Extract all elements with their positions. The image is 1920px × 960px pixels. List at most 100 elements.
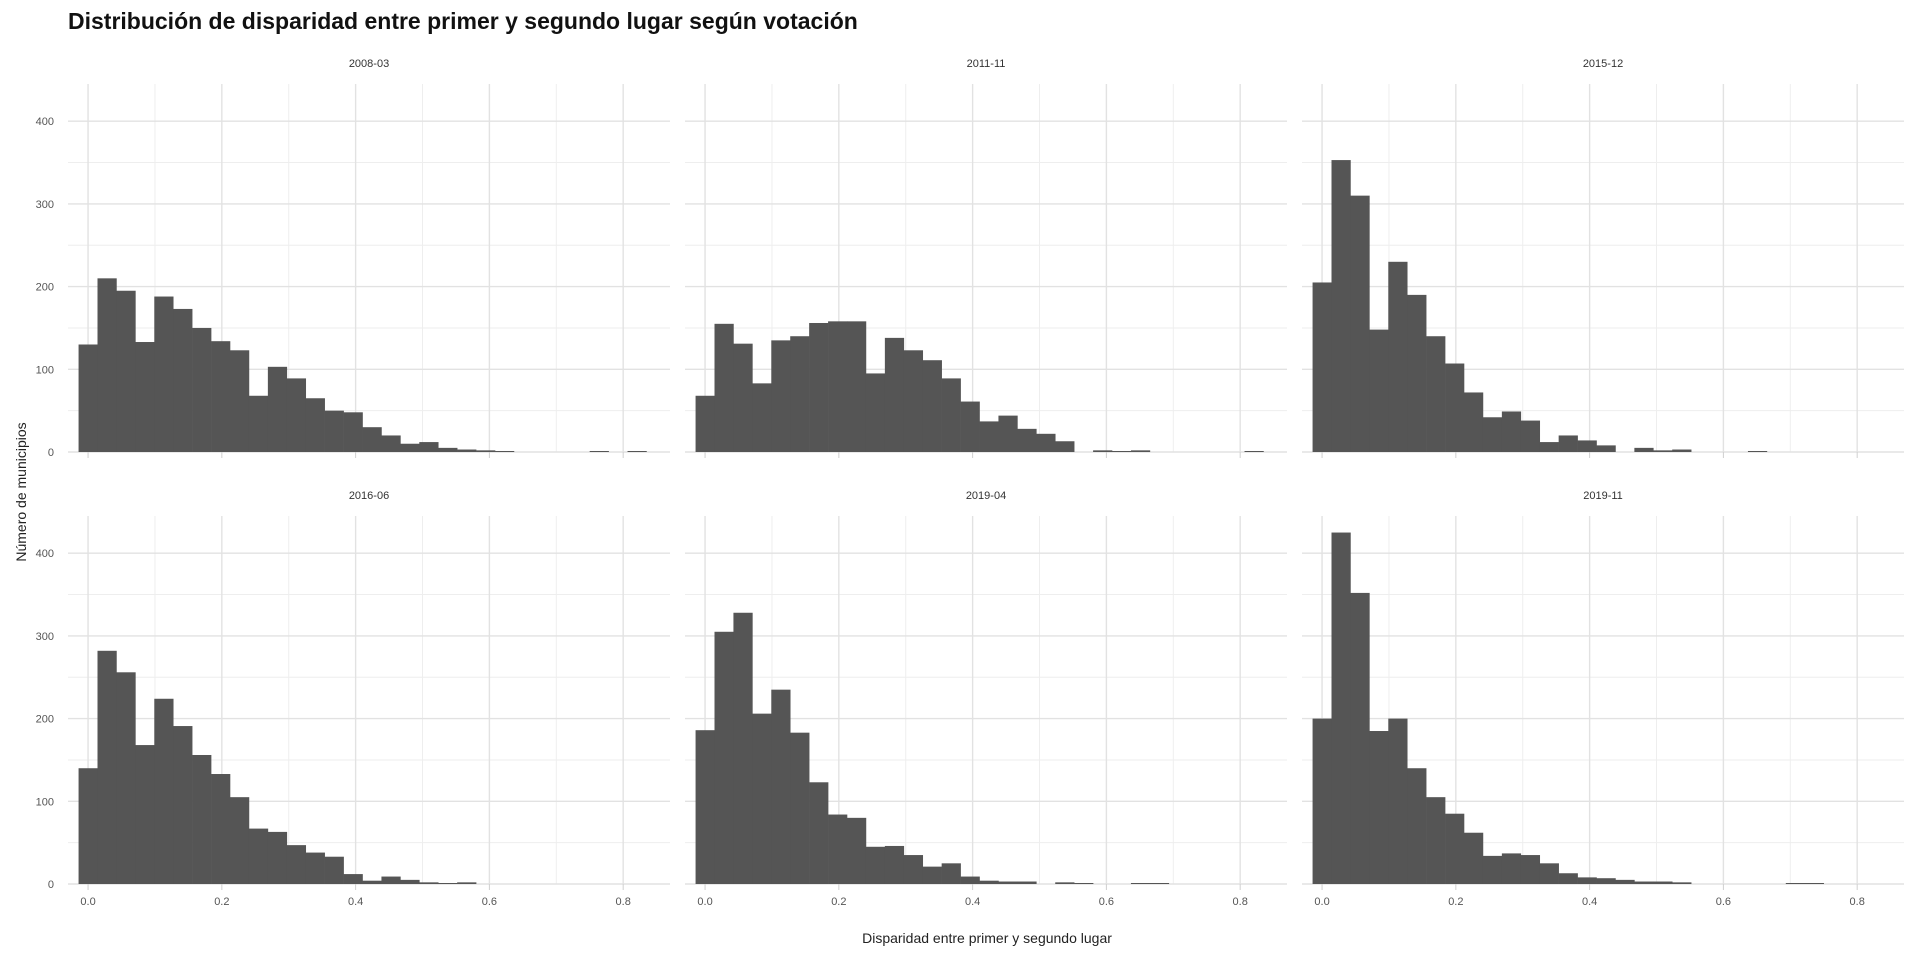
y-tick-label: 200 <box>36 714 54 726</box>
histogram-bar <box>960 876 980 884</box>
histogram-bar <box>173 726 193 884</box>
histogram-bar <box>733 612 753 884</box>
histogram-bar <box>1130 450 1151 452</box>
histogram-bar <box>1634 447 1654 452</box>
histogram-bar <box>1539 442 1559 452</box>
histogram-bar <box>419 442 439 452</box>
facet-label: 2011-11 <box>967 58 1006 70</box>
histogram-bar <box>381 435 401 452</box>
histogram-bar <box>922 360 942 452</box>
histogram-bar <box>695 395 715 452</box>
histogram-bar <box>267 831 288 884</box>
histogram-bar <box>922 866 942 884</box>
histogram-bar <box>752 713 772 884</box>
histogram-bar <box>809 322 829 452</box>
histogram-bar <box>324 410 344 452</box>
histogram-bar <box>1055 882 1075 884</box>
histogram-bar <box>97 278 117 452</box>
histogram-bar <box>1369 329 1389 452</box>
histogram-bar <box>1331 160 1351 452</box>
histogram-bar <box>1634 881 1654 884</box>
histogram-bar <box>154 296 174 452</box>
histogram-bar <box>1672 882 1692 884</box>
histogram-bar <box>362 427 382 452</box>
histogram-bar <box>847 321 867 452</box>
facet-label: 2016-06 <box>349 490 389 502</box>
histogram-bar <box>979 880 999 884</box>
facet-panel-2008-03: 2008-03 0 100 200 300 400 <box>36 58 670 459</box>
y-tick-label: 0 <box>48 879 54 891</box>
histogram-bar <box>135 745 155 884</box>
histogram-bar <box>305 852 325 884</box>
histogram-bar <box>771 340 791 452</box>
histogram-bar <box>1653 881 1673 884</box>
histogram-bar <box>343 874 363 884</box>
histogram-bar <box>116 290 136 452</box>
facet-label: 2019-11 <box>1583 490 1623 502</box>
histogram-bar <box>457 449 477 452</box>
histogram-bar <box>1539 863 1559 884</box>
histogram-bar <box>248 395 269 452</box>
x-tick-label: 0.8 <box>1233 896 1248 908</box>
histogram-bar <box>362 880 382 884</box>
histogram-bar <box>1407 294 1427 452</box>
histogram-bar <box>1369 731 1389 884</box>
histogram-bar <box>589 451 609 452</box>
histogram-bar <box>771 689 791 884</box>
x-tick-label: 0.0 <box>80 896 95 908</box>
facet-panel-2011-11: 2011-11 <box>685 58 1287 458</box>
histogram-bar <box>495 451 515 452</box>
histogram-bar <box>1055 441 1075 452</box>
histogram-bar <box>1672 449 1692 452</box>
histogram-bar <box>865 373 886 452</box>
histogram-bar <box>400 879 420 884</box>
histogram-bar <box>154 698 174 884</box>
facet-panel-2015-12: 2015-12 <box>1302 58 1904 458</box>
x-tick-label: 0.4 <box>965 896 980 908</box>
histogram-bar <box>627 451 647 452</box>
histogram-bar <box>714 631 734 884</box>
histogram-bar <box>400 443 420 452</box>
histogram-bar <box>1312 282 1332 452</box>
histogram-bar <box>884 337 905 452</box>
histogram-bar <box>1017 428 1037 452</box>
histogram-bar <box>286 845 307 884</box>
facet-label: 2015-12 <box>1583 58 1623 70</box>
histogram-bar <box>1501 853 1522 884</box>
histogram-bar <box>1074 883 1094 884</box>
histogram-bar <box>1350 592 1370 884</box>
histogram-bar <box>1520 855 1541 884</box>
histogram-bar <box>1558 873 1578 884</box>
histogram-bar <box>998 415 1018 452</box>
histogram-bar <box>998 881 1018 884</box>
histogram-bar <box>884 845 905 884</box>
histogram-bar <box>476 450 496 452</box>
y-tick-label: 400 <box>36 548 54 560</box>
histogram-bar <box>941 378 961 452</box>
histogram-bar <box>78 344 98 452</box>
histogram-bar <box>1558 435 1578 452</box>
histogram-bar <box>1804 883 1824 884</box>
histogram-bar <box>1501 411 1522 452</box>
histogram-bar <box>1036 433 1056 452</box>
histogram-bar <box>286 378 307 452</box>
histogram-bar <box>211 341 231 452</box>
facet-panel-2019-04: 2019-04 0.0 0.2 0.4 0.6 0.8 <box>685 490 1287 908</box>
histogram-bar <box>847 817 867 884</box>
histogram-bar <box>979 421 999 452</box>
x-tick-label: 0.8 <box>1850 896 1865 908</box>
histogram-bar <box>1017 881 1037 884</box>
histogram-bar <box>135 342 155 452</box>
histogram-bar <box>1577 877 1597 884</box>
y-axis-title: Número de municipios <box>13 422 29 561</box>
histogram-bar <box>1388 261 1408 452</box>
histogram-bar <box>78 768 98 884</box>
x-tick-label: 0.0 <box>1314 896 1329 908</box>
histogram-bar <box>343 412 363 452</box>
y-tick-label: 100 <box>36 364 54 376</box>
y-tick-label: 200 <box>36 282 54 294</box>
y-tick-label: 0 <box>48 447 54 459</box>
histogram-bar <box>790 732 810 884</box>
histogram-bar <box>1577 440 1597 452</box>
histogram-bar <box>1445 363 1465 452</box>
